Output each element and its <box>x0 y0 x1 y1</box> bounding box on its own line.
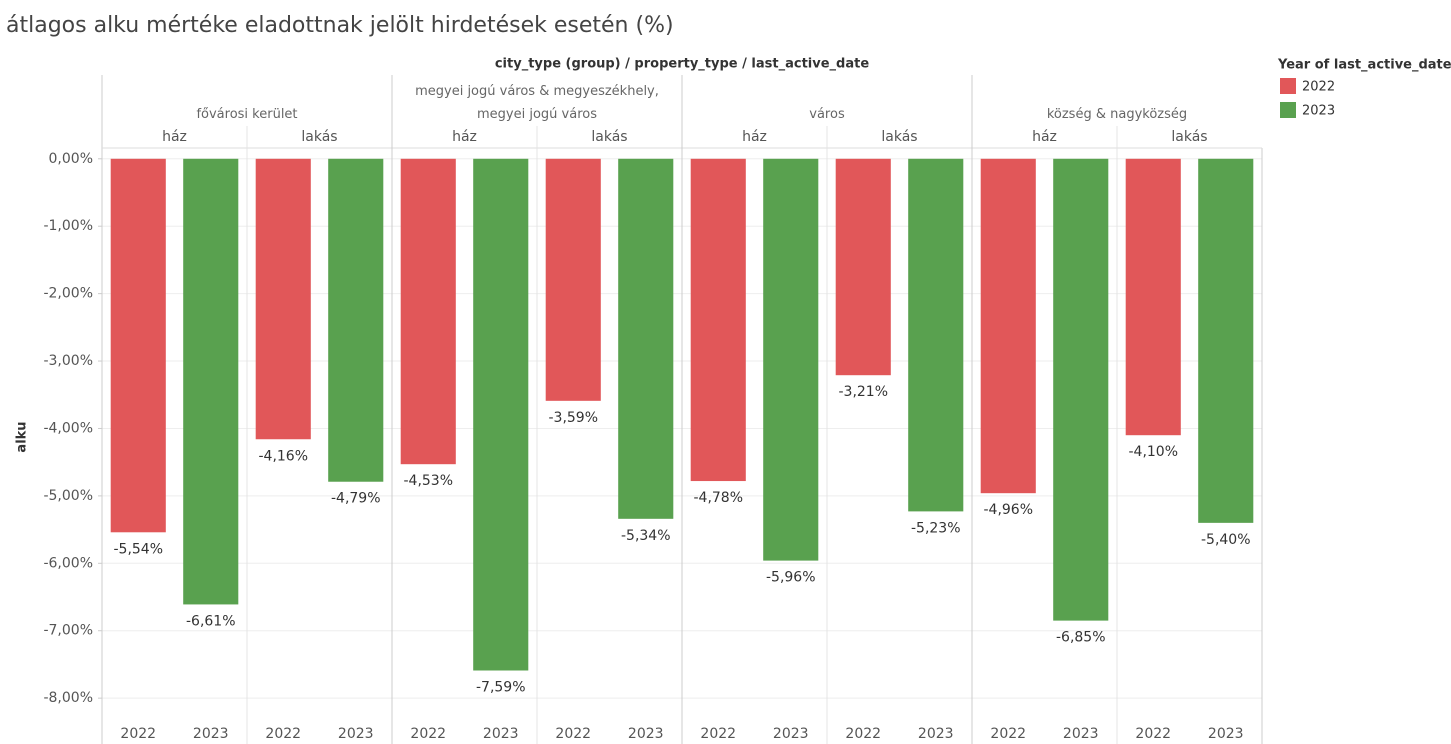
legend-label: 2023 <box>1302 104 1335 119</box>
x-tick-label: 2022 <box>265 726 301 742</box>
x-tick-label: 2023 <box>773 726 809 742</box>
bar <box>183 158 239 605</box>
y-tick-label: -2,00% <box>43 286 93 302</box>
y-tick-label: -5,00% <box>43 488 93 504</box>
legend-label: 2022 <box>1302 80 1335 95</box>
value-label: -5,34% <box>621 528 671 544</box>
x-tick-label: 2023 <box>628 726 664 742</box>
value-label: -4,78% <box>693 490 743 506</box>
bar <box>110 158 166 533</box>
bar <box>763 158 819 561</box>
x-tick-label: 2022 <box>410 726 446 742</box>
property-label: ház <box>742 129 767 145</box>
x-tick-label: 2022 <box>700 726 736 742</box>
value-label: -5,96% <box>766 570 816 586</box>
value-label: -4,79% <box>331 491 381 507</box>
x-tick-label: 2023 <box>1208 726 1244 742</box>
value-label: -4,96% <box>983 502 1033 518</box>
legend-swatch <box>1280 102 1296 118</box>
x-tick-label: 2022 <box>845 726 881 742</box>
bar <box>618 158 674 519</box>
x-tick-label: 2023 <box>338 726 374 742</box>
x-tick-label: 2022 <box>1135 726 1171 742</box>
property-label: lakás <box>1171 129 1207 145</box>
y-tick-label: 0,00% <box>49 151 93 167</box>
y-tick-label: -1,00% <box>43 218 93 234</box>
x-tick-label: 2023 <box>193 726 229 742</box>
bar <box>473 158 529 671</box>
value-label: -4,53% <box>403 473 453 489</box>
group-label: fővárosi kerület <box>196 107 298 122</box>
y-tick-label: -3,00% <box>43 353 93 369</box>
bar <box>835 158 891 376</box>
x-tick-label: 2023 <box>918 726 954 742</box>
value-label: -5,54% <box>113 541 163 557</box>
property-label: ház <box>452 129 477 145</box>
value-label: -6,61% <box>186 613 236 629</box>
property-label: lakás <box>591 129 627 145</box>
value-label: -6,85% <box>1056 630 1106 646</box>
y-tick-label: -6,00% <box>43 555 93 571</box>
x-tick-label: 2023 <box>483 726 519 742</box>
x-tick-label: 2022 <box>555 726 591 742</box>
bar <box>908 158 964 512</box>
property-label: lakás <box>301 129 337 145</box>
value-label: -7,59% <box>476 680 526 696</box>
value-label: -4,16% <box>258 448 308 464</box>
bar <box>690 158 746 482</box>
bar <box>255 158 311 440</box>
property-label: ház <box>1032 129 1057 145</box>
group-label: megyei jogú város & megyeszékhely, megye… <box>415 84 659 122</box>
legend-swatch <box>1280 78 1296 94</box>
bar <box>400 158 456 465</box>
y-axis-label: alku <box>15 421 30 452</box>
legend-title: Year of last_active_date <box>1277 58 1451 73</box>
y-tick-label: -4,00% <box>43 420 93 436</box>
property-label: lakás <box>881 129 917 145</box>
value-label: -3,59% <box>548 410 598 426</box>
value-label: -5,23% <box>911 520 961 536</box>
bar <box>545 158 601 401</box>
header: city_type (group) / property_type / last… <box>495 57 869 72</box>
value-label: -4,10% <box>1128 444 1178 460</box>
x-tick-label: 2023 <box>1063 726 1099 742</box>
group-label: város <box>809 107 845 122</box>
y-tick-label: -8,00% <box>43 690 93 706</box>
value-label: -3,21% <box>838 384 888 400</box>
bar <box>980 158 1036 494</box>
chart-title: átlagos alku mértéke eladottnak jelölt h… <box>6 13 674 38</box>
value-label: -5,40% <box>1201 532 1251 548</box>
bar <box>328 158 384 482</box>
bar <box>1198 158 1254 523</box>
x-tick-label: 2022 <box>120 726 156 742</box>
y-tick-label: -7,00% <box>43 623 93 639</box>
bar <box>1053 158 1109 621</box>
bar <box>1125 158 1181 436</box>
property-label: ház <box>162 129 187 145</box>
group-label: község & nagyközség <box>1046 107 1188 122</box>
x-tick-label: 2022 <box>990 726 1026 742</box>
